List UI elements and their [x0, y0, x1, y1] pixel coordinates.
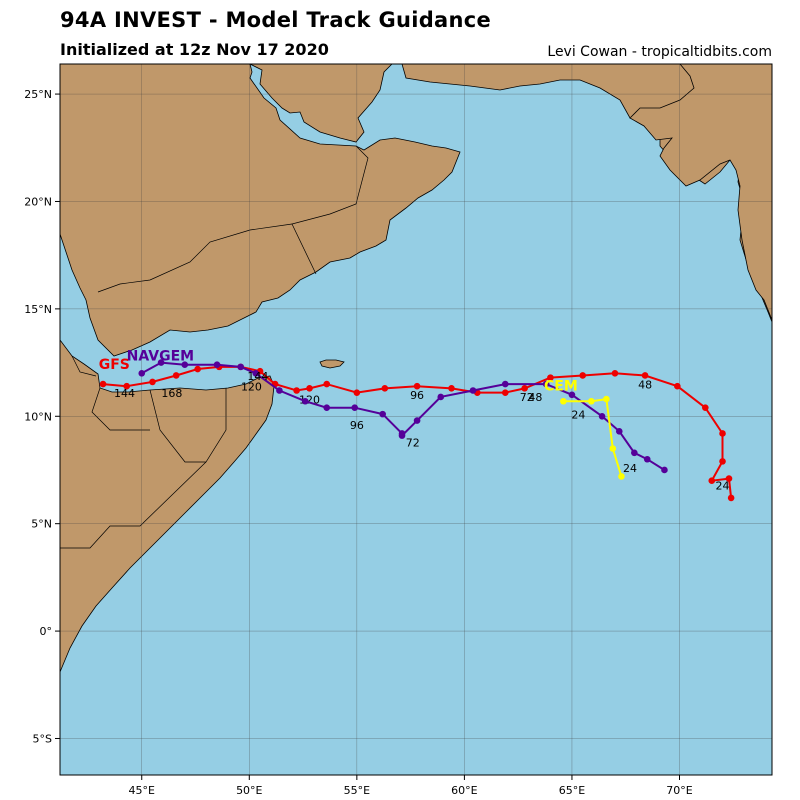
track-point — [293, 387, 300, 394]
track-point — [276, 387, 283, 394]
track-point — [719, 458, 726, 465]
lon-tick-label: 65°E — [559, 784, 585, 797]
track-point — [547, 374, 554, 381]
track-point — [172, 372, 180, 379]
lat-tick-label: 5°N — [31, 518, 52, 531]
track-point — [708, 477, 716, 485]
track-point — [149, 378, 156, 386]
lon-tick-label: 50°E — [236, 784, 262, 797]
track-point — [323, 380, 331, 388]
lat-tick-label: 20°N — [24, 195, 52, 208]
forecast-hour-label: 48 — [638, 378, 652, 391]
track-point — [560, 397, 567, 405]
map-frame — [59, 63, 773, 776]
track-point — [661, 466, 668, 474]
track-point — [598, 412, 606, 420]
model-name-label: GFS — [99, 357, 130, 373]
forecast-hour-label: 120 — [241, 381, 262, 394]
track-point — [138, 370, 146, 377]
track-point — [542, 380, 550, 388]
track-point — [469, 387, 477, 394]
forecast-hour-label: 48 — [528, 391, 542, 404]
track-point — [448, 385, 455, 392]
track-point — [719, 430, 726, 437]
forecast-hour-label: 144 — [247, 370, 268, 383]
socotra-island — [319, 359, 345, 369]
track-point — [521, 385, 528, 392]
track-point — [631, 449, 638, 457]
forecast-hour-label: 24 — [716, 479, 730, 492]
model-name-label: NAVGEM — [127, 348, 194, 364]
track-point — [379, 410, 386, 418]
track-point — [641, 372, 649, 379]
track-point — [413, 417, 421, 424]
land-layer — [60, 64, 772, 673]
init-subtitle: Initialized at 12z Nov 17 2020 — [60, 40, 329, 59]
track-point — [579, 372, 587, 379]
track-point — [398, 430, 406, 437]
lat-tick-label: 25°N — [24, 88, 52, 101]
track-point — [157, 359, 165, 366]
credit-text: Levi Cowan - tropicaltidbits.com — [547, 44, 772, 60]
forecast-hour-label: 96 — [350, 419, 364, 432]
country-borders — [60, 145, 369, 549]
track-point — [123, 382, 130, 390]
track-point — [727, 494, 735, 502]
track-cem: 24 CEM — [544, 379, 625, 480]
track-point — [643, 455, 651, 463]
track-point — [674, 382, 681, 390]
lat-tick-label: 0° — [40, 625, 53, 638]
track-point — [99, 380, 107, 388]
track-point — [568, 391, 576, 399]
graticule — [60, 64, 772, 775]
forecast-hour-label: 24 — [623, 462, 637, 475]
track-point — [252, 370, 260, 377]
track-point — [588, 397, 595, 405]
track-point — [603, 395, 610, 403]
forecast-hour-label: 72 — [406, 436, 420, 449]
lon-tick-label: 55°E — [344, 784, 370, 797]
track-point — [181, 361, 189, 369]
page-title: 94A INVEST - Model Track Guidance — [60, 8, 492, 32]
track-point — [501, 380, 509, 388]
track-point — [381, 385, 389, 392]
forecast-hour-label: 72 — [520, 391, 534, 404]
track-point — [301, 397, 309, 405]
horn-of-africa — [60, 339, 275, 673]
track-point — [702, 404, 709, 411]
lat-tick-label: 10°N — [24, 410, 52, 423]
arabian-mainland — [60, 64, 461, 357]
track-point — [237, 363, 244, 371]
lat-tick-label: 5°S — [33, 732, 52, 745]
track-point — [413, 382, 421, 390]
track-point — [615, 428, 623, 435]
lon-tick-label: 45°E — [129, 784, 155, 797]
track-point — [323, 404, 331, 411]
track-point — [725, 475, 733, 482]
track-point — [609, 445, 617, 452]
lon-tick-label: 60°E — [451, 784, 477, 797]
track-point — [501, 389, 509, 396]
forecast-hour-label: 144 — [114, 387, 135, 400]
track-point — [194, 365, 201, 373]
track-point — [618, 473, 625, 480]
track-point — [353, 389, 361, 396]
track-point — [351, 404, 358, 411]
track-point — [611, 370, 619, 377]
axis-ticks: 45°E 50°E 55°E 60°E 65°E 70°E 25°N 20°N 15°N 10°N… — [24, 88, 693, 797]
track-point — [437, 393, 445, 401]
model-tracks: 24487296120144GFS24487296120144168NAVGEM… — [99, 348, 735, 502]
track-point — [213, 361, 221, 369]
model-name-label: CEM — [544, 379, 578, 395]
forecast-hour-label: 96 — [410, 389, 424, 402]
forecast-hour-label: 24 — [571, 408, 585, 421]
india-coast — [629, 64, 772, 321]
forecast-hour-label: 168 — [161, 387, 182, 400]
lon-tick-label: 70°E — [666, 784, 692, 797]
lat-tick-label: 15°N — [24, 303, 52, 316]
track-point — [306, 385, 313, 392]
